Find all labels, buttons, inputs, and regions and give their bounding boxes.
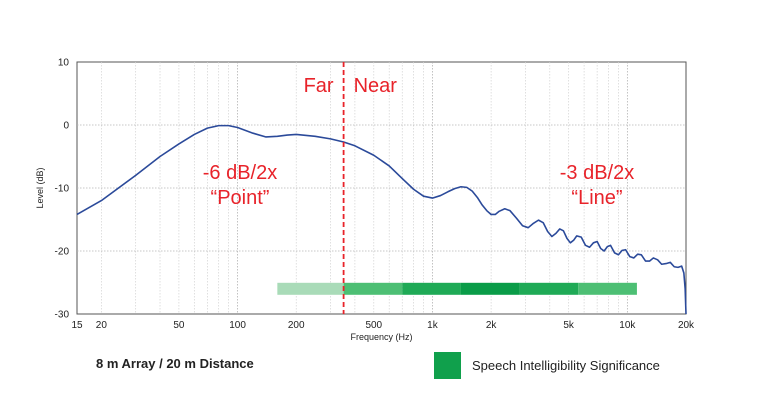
array-distance-caption: 8 m Array / 20 m Distance (96, 356, 254, 371)
right-type-label: “Line” (571, 187, 622, 209)
frequency-response-chart: 15 20 50 100 200 500 1k 2k 5k 10k 20k100-10-20-30F… (35, 58, 695, 343)
left-rate-label: -6 dB/2x (203, 162, 277, 184)
legend-label: Speech Intelligibility Significance (472, 358, 660, 373)
near-label: Near (354, 75, 398, 97)
x-tick-label: 20 (96, 320, 108, 331)
x-tick-label: 2k (486, 320, 498, 331)
x-tick-label: 1k (427, 320, 439, 331)
response-curve (76, 124, 687, 315)
y-tick-label: -20 (55, 247, 70, 258)
significance-band-segment (402, 282, 461, 295)
x-tick-label: 5k (563, 320, 575, 331)
legend-swatch (434, 352, 461, 379)
y-tick-label: -30 (55, 310, 70, 321)
x-tick-label: 500 (365, 320, 382, 331)
significance-band-segment (578, 282, 637, 295)
significance-band-segment (519, 282, 579, 295)
significance-band-segment (277, 282, 344, 295)
y-tick-label: -10 (55, 184, 70, 195)
y-tick-label: 10 (58, 58, 70, 69)
significance-band (277, 282, 637, 295)
legend: Speech Intelligibility Significance (434, 352, 660, 379)
significance-band-segment (343, 282, 403, 295)
x-tick-label: 200 (288, 320, 305, 331)
grid (77, 62, 686, 314)
y-tick-label: 0 (63, 121, 69, 132)
right-rate-label: -3 dB/2x (560, 162, 634, 184)
significance-band-segment (460, 282, 520, 295)
y-axis-title: Level (dB) (35, 167, 45, 208)
left-type-label: “Point” (211, 187, 270, 209)
x-tick-label: 10k (619, 320, 636, 331)
x-axis-title: Frequency (Hz) (350, 332, 412, 342)
x-tick-label: 15 (71, 320, 83, 331)
x-tick-label: 50 (173, 320, 185, 331)
far-label: Far (304, 75, 334, 97)
x-tick-label: 100 (229, 320, 246, 331)
x-tick-label: 20k (678, 320, 695, 331)
